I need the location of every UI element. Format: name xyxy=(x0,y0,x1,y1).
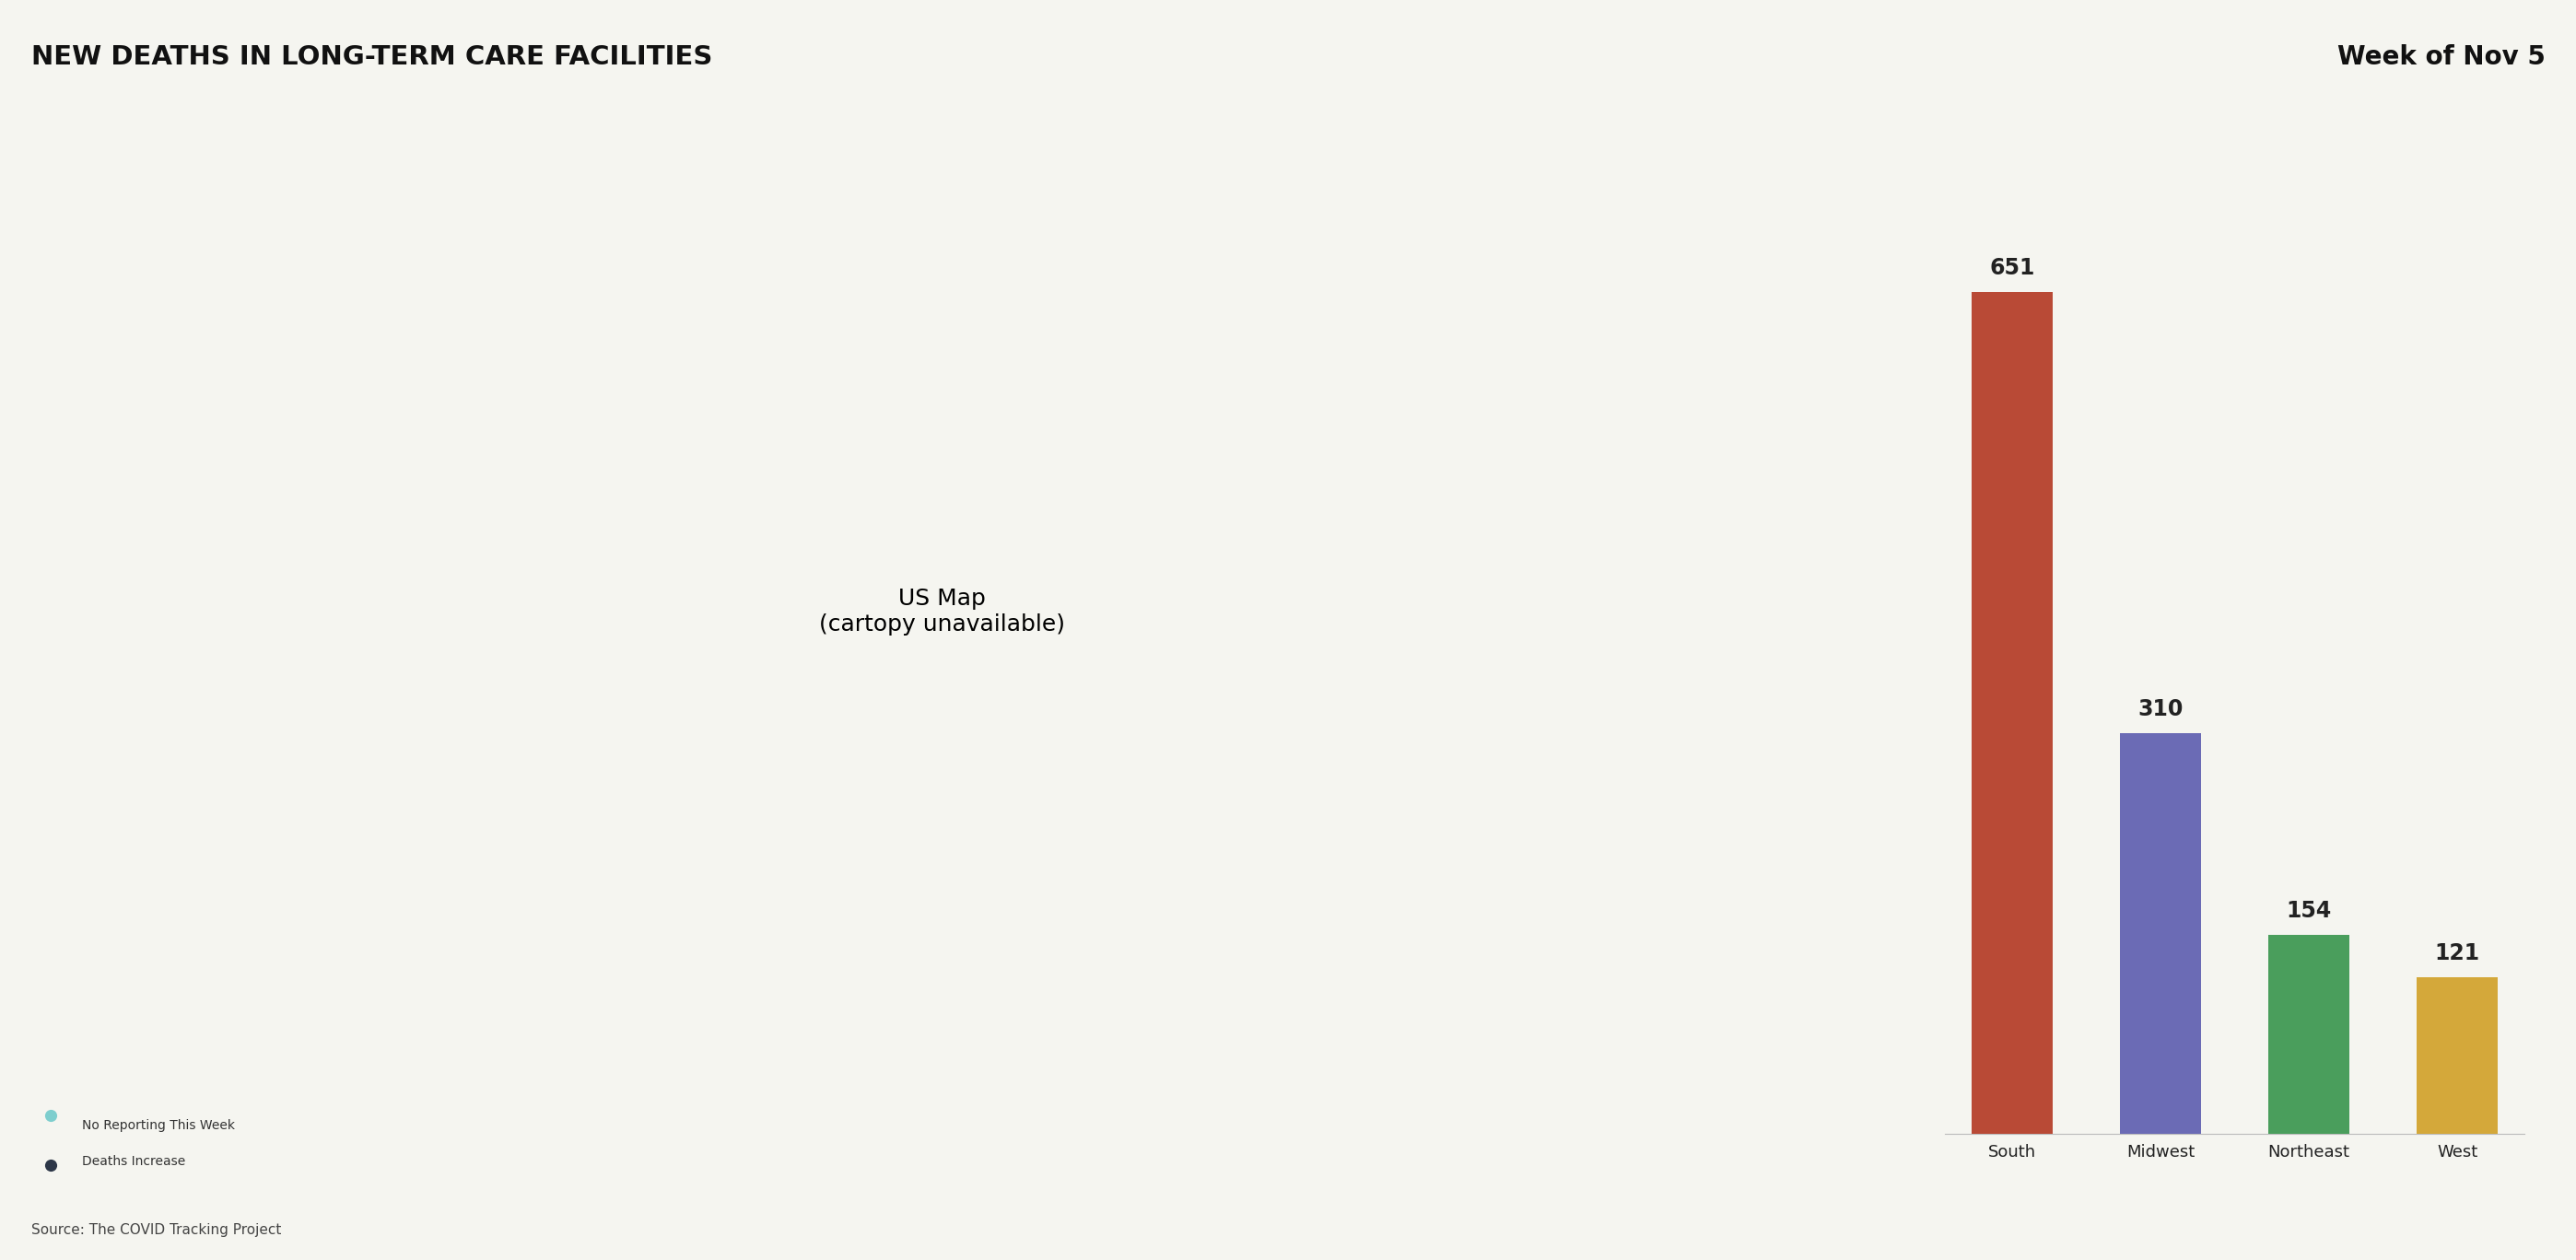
Point xyxy=(31,1155,72,1176)
Text: No Reporting This Week: No Reporting This Week xyxy=(82,1119,234,1131)
Bar xyxy=(2120,733,2202,1134)
Text: 651: 651 xyxy=(1989,257,2035,278)
Text: Deaths Increase: Deaths Increase xyxy=(82,1155,185,1168)
Text: NEW DEATHS IN LONG-TERM CARE FACILITIES: NEW DEATHS IN LONG-TERM CARE FACILITIES xyxy=(31,44,711,69)
Bar xyxy=(2267,935,2349,1134)
Text: US Map
(cartopy unavailable): US Map (cartopy unavailable) xyxy=(819,587,1064,635)
Text: Week of Nov 5: Week of Nov 5 xyxy=(2336,44,2545,69)
Text: Source: The COVID Tracking Project: Source: The COVID Tracking Project xyxy=(31,1223,281,1237)
Point xyxy=(31,1105,72,1125)
Text: 310: 310 xyxy=(2138,698,2184,719)
Bar xyxy=(1971,291,2053,1134)
Bar xyxy=(2416,978,2499,1134)
Text: 121: 121 xyxy=(2434,942,2481,964)
Text: 154: 154 xyxy=(2287,900,2331,922)
